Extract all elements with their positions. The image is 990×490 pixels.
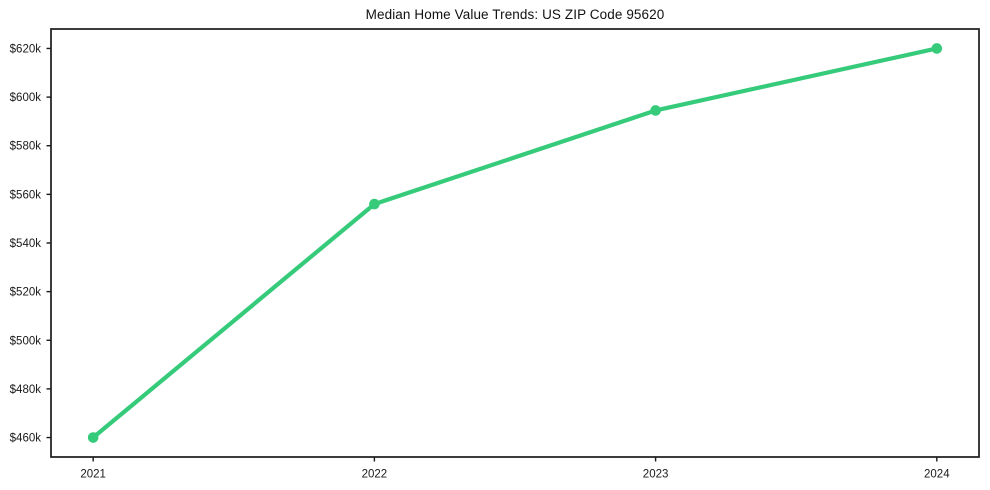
y-tick-label: $500k [10,335,42,347]
x-tick-label: 2023 [643,469,669,481]
x-tick-label: 2024 [924,469,950,481]
y-tick-label: $480k [10,384,42,396]
plot-frame [50,28,980,458]
y-tick-label: $560k [10,189,42,201]
y-tick-label: $600k [10,92,42,104]
data-point [650,105,661,116]
y-tick-label: $460k [10,433,42,445]
chart-title: Median Home Value Trends: US ZIP Code 95… [365,7,665,22]
plot-area [51,29,979,457]
data-point [931,43,943,54]
y-tick-label: $520k [10,287,42,299]
y-tick-label: $620k [10,43,42,55]
x-tick-label: 2022 [362,469,388,481]
data-point [87,432,99,443]
data-point [369,198,380,210]
trend-line [91,46,939,440]
x-tick-label: 2021 [80,469,106,481]
y-tick-label: $540k [10,238,42,250]
y-tick-label: $580k [10,141,42,153]
